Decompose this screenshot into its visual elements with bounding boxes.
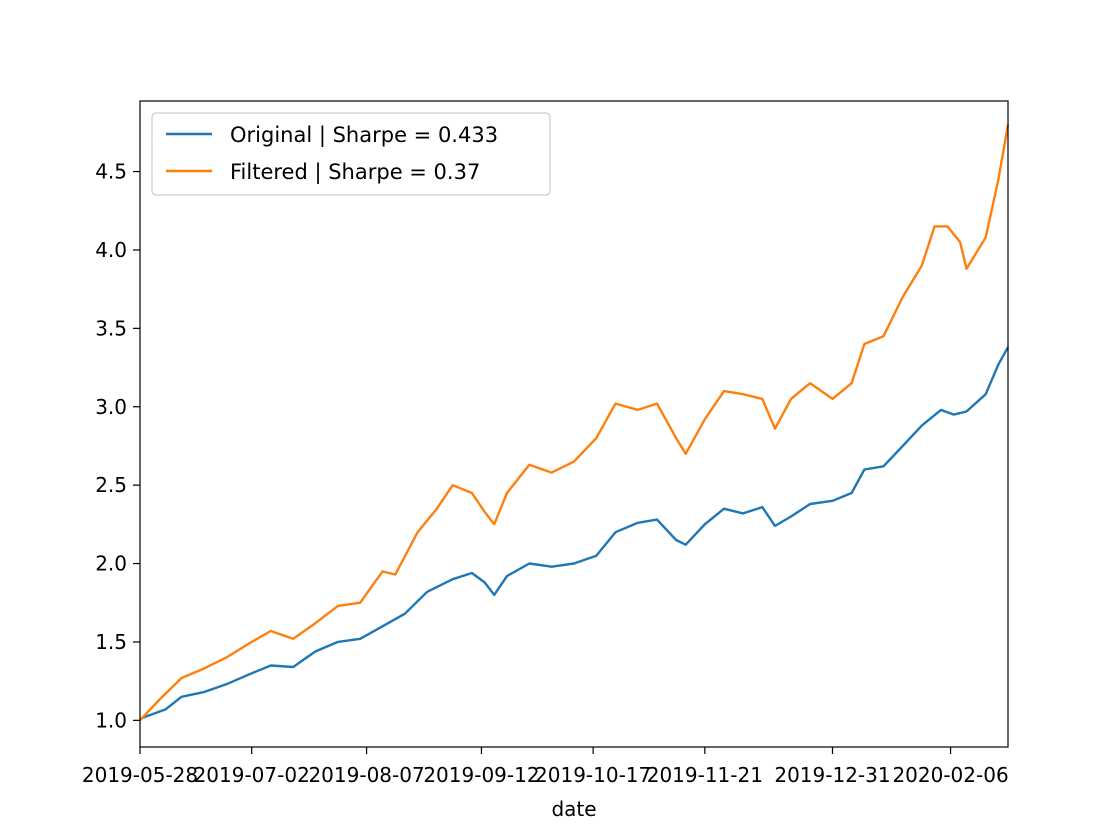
series-layer bbox=[139, 124, 1010, 722]
y-tick-label: 1.5 bbox=[95, 630, 127, 654]
series-line-1 bbox=[139, 346, 1010, 720]
y-tick-label: 3.0 bbox=[95, 395, 127, 419]
legend-label: Original | Sharpe = 0.433 bbox=[230, 123, 498, 148]
x-tick-label: 2019-08-07 bbox=[308, 763, 424, 787]
x-tick-label: 2019-10-17 bbox=[535, 763, 651, 787]
legend-box bbox=[151, 112, 551, 196]
x-tick-label: 2019-12-31 bbox=[774, 763, 890, 787]
y-axis-ticks: 1.0 1.5 2.0 2.5 3.0 3.5 4.0 4.5 bbox=[95, 160, 140, 732]
y-tick-label: 3.5 bbox=[95, 316, 127, 340]
x-axis-title: date bbox=[551, 797, 596, 821]
y-tick-label: 2.5 bbox=[95, 473, 127, 497]
legend: Original | Sharpe = 0.433 Filtered | Shar… bbox=[151, 112, 551, 196]
y-tick-label: 4.0 bbox=[95, 238, 127, 262]
y-tick-label: 4.5 bbox=[95, 160, 127, 184]
plot-frame bbox=[139, 100, 1009, 748]
x-tick-label: 2019-05-28 bbox=[82, 763, 198, 787]
x-tick-label: 2019-11-21 bbox=[647, 763, 763, 787]
x-tick-label: 2019-07-02 bbox=[194, 763, 310, 787]
y-tick-label: 2.0 bbox=[95, 552, 127, 576]
x-tick-label: 2020-02-06 bbox=[892, 763, 1008, 787]
x-tick-label: 2019-09-12 bbox=[423, 763, 539, 787]
x-axis-ticks: 2019-05-282019-07-022019-08-072019-09-12… bbox=[82, 747, 1009, 787]
y-tick-label: 1.0 bbox=[95, 708, 127, 732]
legend-label: Filtered | Sharpe = 0.37 bbox=[230, 160, 480, 185]
series-line-2 bbox=[139, 124, 1010, 722]
